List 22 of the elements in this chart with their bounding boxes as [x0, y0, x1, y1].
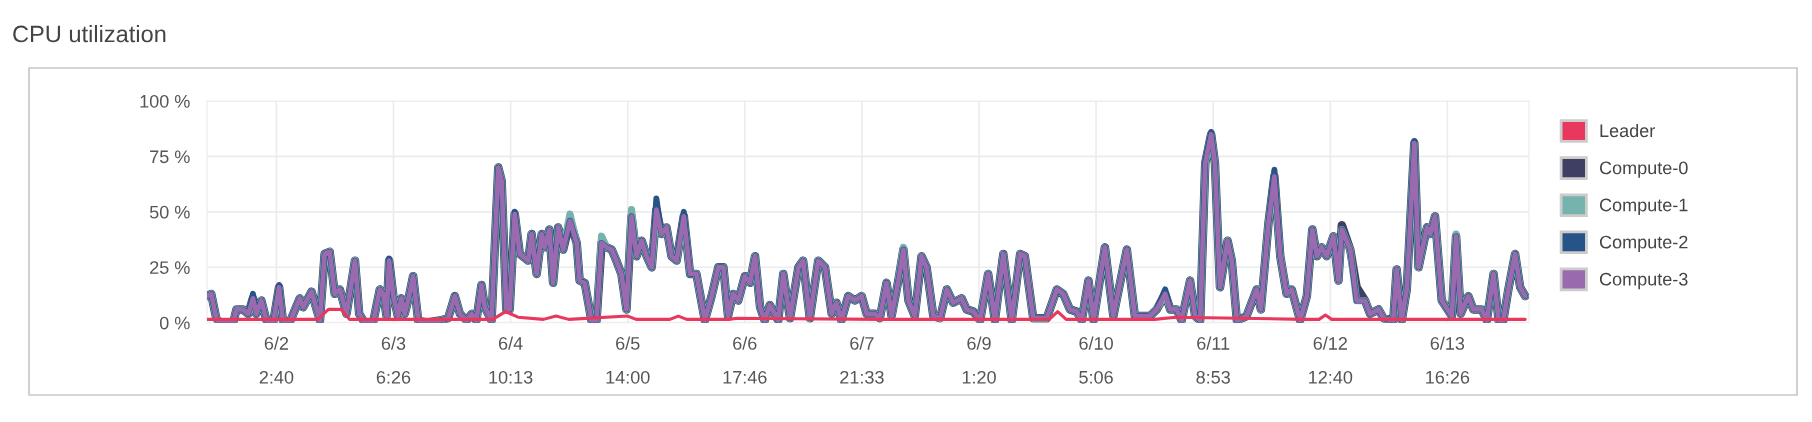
- y-tick-label: 25 %: [150, 261, 190, 274]
- x-tick-label: 6/11 8:53: [1196, 336, 1230, 384]
- x-tick-label: 6/12 12:40: [1309, 336, 1353, 384]
- x-tick-label: 6/13 16:26: [1426, 336, 1470, 384]
- y-tick-label: 75 %: [150, 150, 190, 164]
- x-tick-label: 6/9 1:20: [962, 336, 996, 384]
- x-tick-label: 6/10 5:06: [1079, 336, 1113, 384]
- x-tick-label: 6/3 6:26: [376, 336, 411, 384]
- legend-label: Compute-2: [1599, 235, 1688, 253]
- legend-label: Compute-0: [1599, 161, 1688, 178]
- y-tick-label: 100 %: [140, 94, 190, 108]
- legend-label: Leader: [1600, 123, 1655, 138]
- y-tick-label: 0 %: [159, 316, 190, 330]
- x-tick-label: 6/2 2:40: [259, 336, 294, 384]
- y-tick-label: 50 %: [149, 205, 190, 219]
- chart-title: CPU utilization: [13, 25, 166, 43]
- legend-label: Compute-1: [1599, 198, 1688, 215]
- x-tick-label: 6/4 10:13: [489, 336, 533, 384]
- x-tick-label: 6/6 17:46: [723, 336, 767, 384]
- legend-label: Compute-3: [1599, 272, 1688, 290]
- x-tick-label: 6/7 21:33: [840, 336, 884, 384]
- x-tick-label: 6/5 14:00: [606, 336, 650, 384]
